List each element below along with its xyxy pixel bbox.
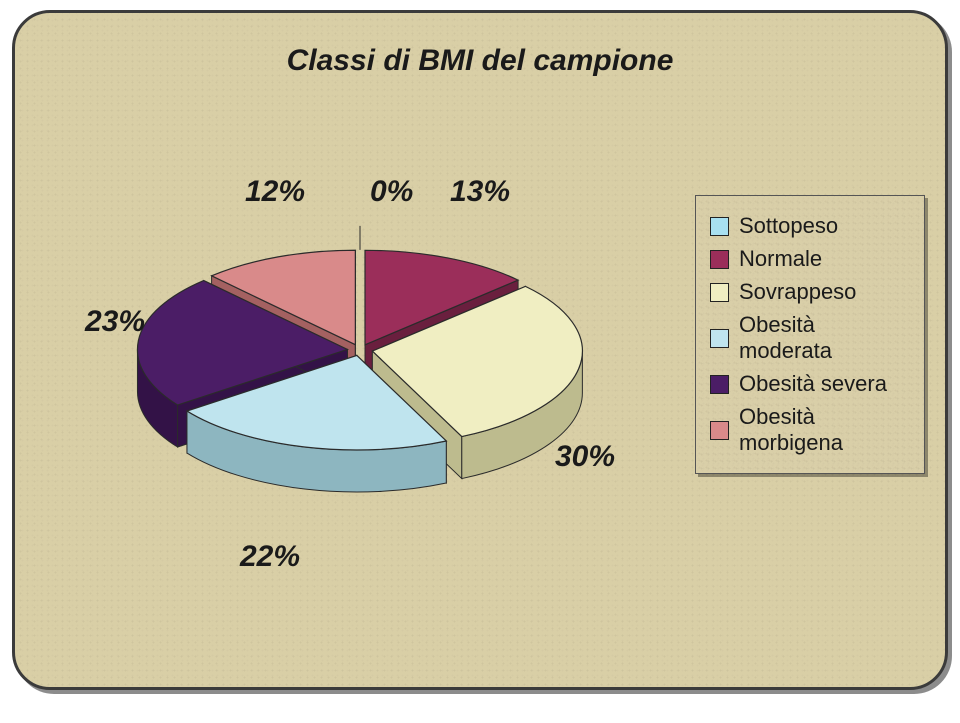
legend-item-sottopeso: Sottopeso [710,213,910,239]
legend-label-normale: Normale [739,246,822,272]
pct-label-sovrappeso: 30% [555,440,615,474]
chart-title: Classi di BMI del campione [0,44,960,78]
legend-item-obesita-severa: Obesità severa [710,371,910,397]
legend-swatch-normale [710,250,729,269]
legend-item-sovrappeso: Sovrappeso [710,279,910,305]
legend-swatch-sovrappeso [710,283,729,302]
legend-swatch-sottopeso [710,217,729,236]
legend: Sottopeso Normale Sovrappeso Obesità mod… [695,195,925,474]
pie-chart [60,160,660,580]
legend-item-obesita-morbigena: Obesità morbigena [710,404,910,456]
legend-label-obesita-severa: Obesità severa [739,371,887,397]
pct-label-obesita-morbigena: 12% [245,175,305,209]
legend-label-obesita-morbigena: Obesità morbigena [739,404,910,456]
pct-label-normale: 13% [450,175,510,209]
pct-label-sottopeso: 0% [370,175,413,209]
pct-label-obesita-severa: 23% [85,305,145,339]
legend-swatch-obesita-moderata [710,329,729,348]
legend-label-obesita-moderata: Obesità moderata [739,312,910,364]
legend-label-sottopeso: Sottopeso [739,213,838,239]
legend-swatch-obesita-morbigena [710,421,729,440]
legend-label-sovrappeso: Sovrappeso [739,279,856,305]
legend-swatch-obesita-severa [710,375,729,394]
legend-item-normale: Normale [710,246,910,272]
legend-item-obesita-moderata: Obesità moderata [710,312,910,364]
pct-label-obesita-moderata: 22% [240,540,300,574]
